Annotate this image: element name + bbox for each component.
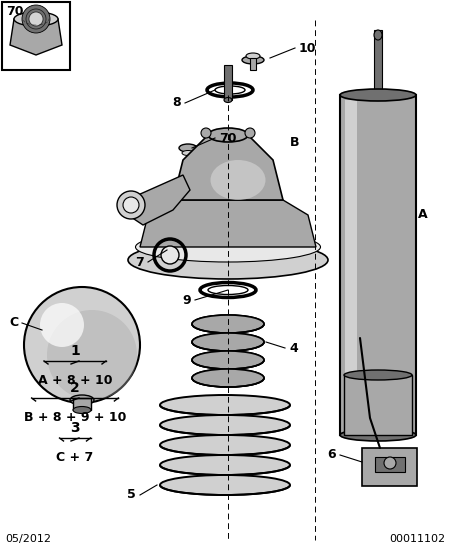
Ellipse shape [73,407,91,414]
Text: B + 8 + 9 + 10: B + 8 + 9 + 10 [24,411,126,424]
Ellipse shape [211,160,266,200]
Circle shape [123,197,139,213]
Circle shape [22,5,50,33]
Circle shape [26,9,46,29]
Ellipse shape [224,98,232,102]
Ellipse shape [160,435,290,455]
Polygon shape [173,135,283,200]
Ellipse shape [215,86,245,94]
Ellipse shape [192,351,264,369]
Ellipse shape [179,144,197,152]
Bar [224,65,232,100]
Ellipse shape [192,315,264,333]
Circle shape [245,128,255,138]
Ellipse shape [192,315,264,333]
Ellipse shape [14,12,58,26]
Circle shape [47,310,137,400]
Polygon shape [128,175,190,225]
Ellipse shape [242,56,264,64]
Text: 10: 10 [299,41,316,55]
Ellipse shape [161,246,179,264]
Text: 00011102: 00011102 [389,534,445,544]
Ellipse shape [344,370,412,380]
Bar [340,95,416,435]
Polygon shape [10,19,62,55]
Circle shape [384,457,396,469]
Ellipse shape [192,369,264,387]
Bar [73,398,91,410]
Text: 2: 2 [70,381,80,395]
Text: 5: 5 [127,488,136,501]
Ellipse shape [160,475,290,495]
Ellipse shape [340,89,416,101]
Ellipse shape [192,333,264,351]
Text: C + 7: C + 7 [56,451,94,464]
Text: 4: 4 [289,342,298,354]
Bar [2,2,70,70]
Ellipse shape [374,30,382,40]
Text: 9: 9 [182,294,191,306]
Ellipse shape [192,351,264,369]
Circle shape [201,128,211,138]
Ellipse shape [70,395,94,405]
Bar [375,457,405,472]
Text: 6: 6 [328,449,336,462]
Circle shape [40,303,84,347]
Text: B: B [290,136,300,148]
Polygon shape [140,200,316,247]
Ellipse shape [160,395,290,415]
Text: 70: 70 [219,131,237,144]
Ellipse shape [135,232,320,262]
Bar [362,448,417,486]
Text: 70: 70 [6,5,23,18]
Bar [345,100,357,430]
Ellipse shape [192,333,264,351]
Ellipse shape [208,128,248,142]
Ellipse shape [246,53,260,59]
Circle shape [29,12,43,26]
Text: 1: 1 [70,344,80,358]
Text: 05/2012: 05/2012 [5,534,51,544]
Bar [250,58,256,70]
Bar [374,30,382,95]
Ellipse shape [340,429,416,441]
Ellipse shape [160,455,290,475]
Circle shape [117,191,145,219]
Bar [344,375,412,435]
Ellipse shape [208,286,248,294]
Text: C: C [9,317,18,330]
Ellipse shape [182,150,194,155]
Text: 7: 7 [135,256,144,269]
Text: A: A [418,209,427,221]
Circle shape [24,287,140,403]
Ellipse shape [160,415,290,435]
Ellipse shape [128,241,328,279]
Ellipse shape [192,369,264,387]
Text: 8: 8 [172,96,181,110]
Text: A + 8 + 10: A + 8 + 10 [38,374,112,387]
Text: 3: 3 [70,421,80,435]
